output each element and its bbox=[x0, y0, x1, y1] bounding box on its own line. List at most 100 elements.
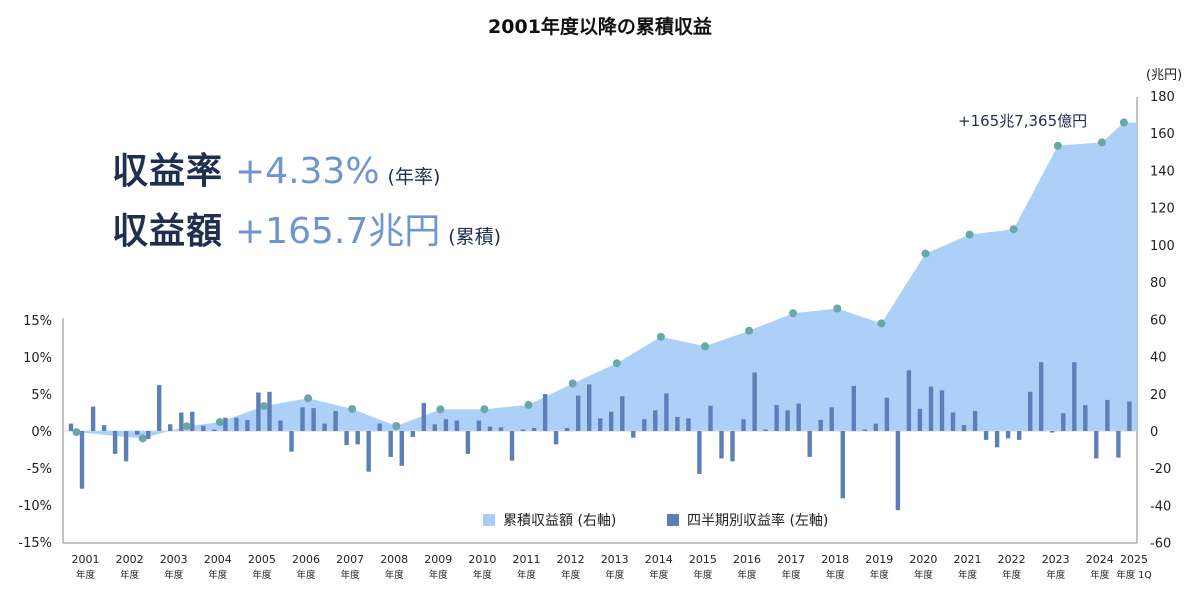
cumulative-point bbox=[1009, 225, 1018, 234]
right-tick-label: 80 bbox=[1150, 276, 1167, 291]
cumulative-point bbox=[348, 405, 357, 413]
x-tick-year: 2008 bbox=[380, 553, 408, 566]
cumulative-point bbox=[568, 379, 577, 388]
cumulative-point bbox=[138, 434, 147, 443]
quarterly-bar bbox=[840, 431, 845, 499]
quarterly-bar bbox=[719, 431, 724, 459]
cumulative-point bbox=[965, 230, 974, 239]
x-tick-sub: 年度 bbox=[208, 569, 228, 581]
x-tick-sub: 年度 bbox=[164, 569, 184, 581]
right-tick-label: 160 bbox=[1150, 127, 1175, 142]
quarterly-bar bbox=[1116, 431, 1121, 458]
quarterly-bar bbox=[1039, 362, 1044, 431]
cumulative-point bbox=[1097, 138, 1106, 147]
x-tick-year: 2010 bbox=[468, 553, 496, 566]
right-tick-label: 180 bbox=[1150, 90, 1175, 105]
quarterly-bar bbox=[1028, 391, 1033, 431]
quarterly-bar bbox=[664, 393, 669, 431]
x-tick-sub: 年度 bbox=[429, 569, 449, 581]
quarterly-bar bbox=[520, 429, 526, 431]
quarterly-bar bbox=[432, 424, 437, 431]
quarterly-bar bbox=[388, 431, 393, 457]
quarterly-bar bbox=[300, 407, 305, 431]
legend-label-quarterly: 四半期別収益率 (左軸) bbox=[687, 513, 829, 529]
quarterly-bar bbox=[598, 418, 603, 431]
quarterly-bar bbox=[1094, 431, 1099, 459]
x-tick-sub: 年度 bbox=[1046, 569, 1066, 581]
right-tick-label: 100 bbox=[1150, 239, 1175, 254]
quarterly-bar bbox=[939, 390, 945, 431]
x-tick-sub: 年度 bbox=[1090, 569, 1110, 581]
quarterly-bar bbox=[443, 419, 449, 431]
quarterly-bar bbox=[972, 411, 978, 431]
quarterly-bar bbox=[201, 425, 206, 431]
cumulative-point bbox=[612, 359, 621, 368]
quarterly-bar bbox=[576, 395, 581, 431]
cumulative-point bbox=[1119, 118, 1128, 127]
quarterly-bar bbox=[873, 423, 878, 431]
quarterly-bar bbox=[862, 429, 867, 431]
x-tick-sub: 年度 bbox=[914, 569, 934, 581]
quarterly-bar bbox=[653, 410, 658, 431]
quarterly-bar bbox=[851, 385, 856, 431]
quarterly-bar bbox=[399, 431, 404, 466]
quarterly-bar bbox=[741, 419, 746, 431]
cumulative-point bbox=[701, 342, 709, 351]
quarterly-bar bbox=[1061, 413, 1066, 431]
x-tick-year: 2003 bbox=[160, 553, 188, 566]
right-tick-label: -60 bbox=[1150, 537, 1171, 552]
quarterly-bar bbox=[542, 394, 548, 431]
x-tick-year: 2016 bbox=[733, 553, 761, 566]
stat-rate-value: +4.33% bbox=[235, 151, 380, 192]
x-tick-sub: 年度 bbox=[605, 569, 625, 581]
x-tick-year: 2019 bbox=[865, 553, 893, 566]
quarterly-bar bbox=[179, 412, 184, 431]
x-tick-year: 2011 bbox=[513, 553, 541, 566]
x-tick-year: 2014 bbox=[645, 553, 673, 566]
quarterly-bar bbox=[223, 417, 228, 431]
quarterly-bar bbox=[476, 420, 482, 431]
cumulative-point bbox=[833, 304, 842, 313]
quarterly-bar bbox=[1127, 401, 1132, 431]
quarterly-bar bbox=[101, 425, 107, 431]
quarterly-bar bbox=[498, 427, 504, 431]
right-axis-unit: (兆円) bbox=[1146, 68, 1183, 83]
quarterly-bar bbox=[1017, 431, 1022, 440]
quarterly-bar bbox=[631, 431, 636, 438]
quarterly-bar bbox=[79, 431, 85, 489]
quarterly-bar bbox=[146, 431, 151, 440]
x-tick-year: 2015 bbox=[689, 553, 717, 566]
chart-title: 2001年度以降の累積収益 bbox=[488, 16, 712, 38]
cumulative-point bbox=[877, 319, 886, 328]
legend-swatch-cumulative bbox=[483, 514, 495, 526]
x-tick-sub: 年度 bbox=[870, 569, 890, 581]
x-tick-year: 2017 bbox=[777, 553, 805, 566]
quarterly-bar bbox=[983, 431, 989, 440]
x-tick-year: 2025 bbox=[1120, 553, 1148, 566]
left-tick-label: -15% bbox=[18, 536, 52, 551]
left-tick-label: -10% bbox=[18, 499, 52, 514]
legend-label-cumulative: 累積収益額 (右軸) bbox=[503, 513, 617, 529]
legend-swatch-quarterly bbox=[667, 514, 679, 526]
cumulative-point bbox=[656, 332, 665, 341]
quarterly-bar bbox=[322, 423, 327, 431]
x-tick-sub: 年度 bbox=[120, 569, 140, 581]
x-tick-year: 2020 bbox=[909, 553, 937, 566]
quarterly-bar bbox=[708, 405, 713, 431]
quarterly-bar bbox=[168, 424, 173, 431]
x-tick-year: 2002 bbox=[116, 553, 144, 566]
x-tick-sub: 年度 bbox=[296, 569, 316, 581]
x-tick-sub: 年度 bbox=[958, 569, 978, 581]
stat-amount: 収益額 +165.7兆円 (累積) bbox=[112, 202, 501, 254]
x-tick-sub: 年度 bbox=[826, 569, 846, 581]
quarterly-bar bbox=[1005, 431, 1011, 439]
quarterly-bar bbox=[829, 407, 834, 431]
stat-rate-label: 収益率 bbox=[112, 151, 224, 192]
quarterly-bar bbox=[509, 431, 515, 461]
cumulative-point bbox=[524, 400, 533, 409]
quarterly-bar bbox=[564, 428, 570, 431]
quarterly-bar bbox=[344, 431, 349, 446]
quarterly-bar bbox=[785, 410, 790, 431]
cumulative-point bbox=[480, 405, 489, 414]
x-tick-year: 2012 bbox=[557, 553, 585, 566]
